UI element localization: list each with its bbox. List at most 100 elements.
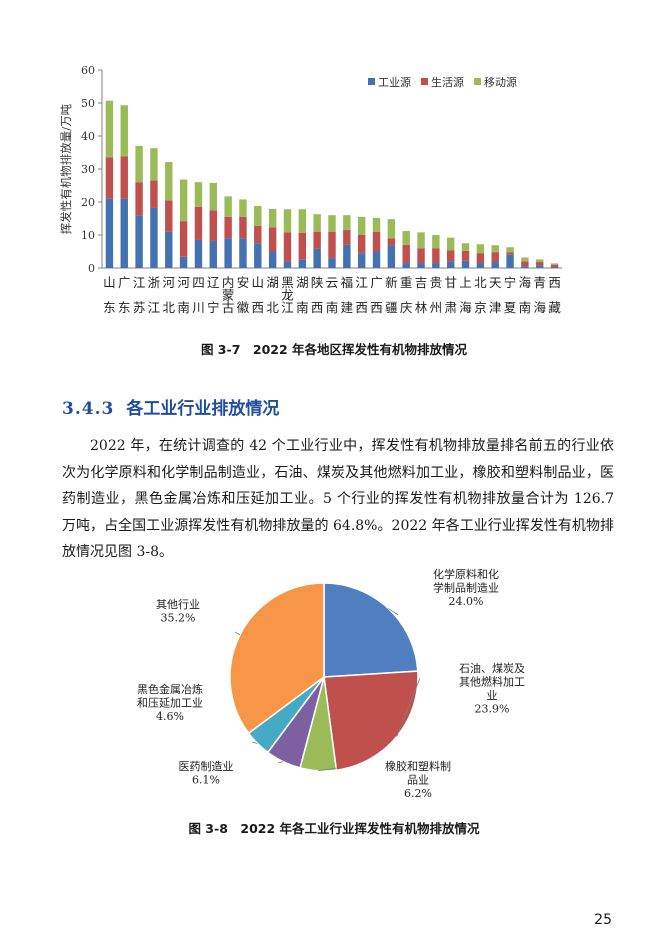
pie-label-3: 医药制造业 6.1% [179, 759, 234, 787]
bar-domestic-20 [402, 244, 410, 264]
bar-mobile-8 [224, 196, 232, 217]
bar-industrial-28 [521, 266, 529, 268]
pie-label-1: 石油、煤炭及其他燃料加工业 23.9% [459, 661, 525, 716]
bar-domestic-13 [298, 232, 307, 260]
bar-domestic-7 [209, 210, 217, 241]
x-tick-label: 新疆 [385, 275, 398, 315]
bar-domestic-27 [506, 252, 514, 255]
legend-label-1: 生活源 [431, 75, 464, 89]
bar-industrial-9 [239, 238, 247, 268]
legend-swatch-0 [368, 78, 375, 85]
legend-swatch-2 [474, 78, 481, 85]
bar-industrial-3 [150, 207, 158, 268]
bar-mobile-29 [536, 259, 544, 263]
x-tick-label: 山西 [252, 275, 265, 315]
pie-slice-1 [323, 670, 419, 772]
x-tick-label: 内蒙古 [222, 275, 235, 315]
x-tick-label: 四川 [192, 275, 205, 315]
bar-domestic-2 [135, 182, 143, 216]
bar-mobile-30 [550, 263, 559, 265]
x-tick-label: 广西 [370, 275, 383, 315]
bar-industrial-24 [461, 260, 470, 268]
bar-industrial-25 [476, 263, 485, 268]
bar-industrial-22 [432, 263, 440, 268]
bar-domestic-17 [357, 235, 366, 254]
bar-mobile-7 [209, 182, 217, 211]
bar-domestic-23 [447, 250, 455, 262]
bar-domestic-15 [328, 231, 336, 259]
bar-industrial-27 [506, 254, 514, 268]
pie-label-4: 黑色金属冶炼和压延加工业 4.6% [137, 682, 203, 723]
bar-industrial-4 [165, 231, 173, 268]
bar-mobile-13 [298, 209, 307, 233]
bar-industrial-5 [179, 256, 188, 268]
bar-mobile-20 [402, 231, 410, 245]
bar-mobile-17 [357, 216, 366, 235]
legend-swatch-1 [421, 78, 428, 85]
bar-mobile-21 [417, 232, 425, 249]
bar-mobile-5 [179, 179, 188, 222]
x-tick-label: 吉林 [415, 275, 428, 315]
bar-domestic-5 [179, 221, 188, 257]
pie-slice-0 [323, 582, 419, 678]
x-tick-label: 广东 [118, 275, 131, 315]
bar-domestic-19 [387, 238, 396, 246]
bar-mobile-24 [461, 243, 470, 251]
bar-domestic-22 [432, 248, 440, 264]
x-tick-label: 海南 [519, 275, 532, 315]
x-tick-label: 云南 [326, 275, 339, 315]
x-tick-label: 辽宁 [207, 275, 220, 315]
figure-3-8-caption: 图 3-8 2022 年各工业行业挥发性有机物排放情况 [188, 821, 480, 836]
x-tick-label: 天津 [489, 275, 502, 315]
x-tick-label: 江西 [355, 275, 368, 315]
bar-domestic-1 [120, 156, 128, 199]
x-tick-label: 青海 [533, 275, 546, 315]
bar-domestic-11 [268, 227, 277, 252]
bar-domestic-25 [476, 253, 485, 264]
page-number: 25 [594, 912, 612, 928]
bar-mobile-1 [120, 105, 128, 157]
y-tick-label: 0 [88, 262, 95, 275]
bar-domestic-9 [239, 216, 247, 239]
y-axis-title: 挥发性有机物排放量/万吨 [59, 103, 73, 234]
bar-mobile-16 [343, 215, 351, 231]
bar-mobile-27 [506, 247, 514, 253]
bar-domestic-26 [491, 252, 499, 263]
y-tick-label: 60 [81, 64, 95, 77]
y-tick-label: 20 [81, 196, 95, 209]
x-tick-label: 贵州 [430, 275, 443, 315]
bar-industrial-6 [194, 239, 203, 268]
y-tick-label: 40 [81, 130, 95, 143]
pie-chart-figure-3-8: 化学原料和化学制品制造业 24.0% 石油、煤炭及其他燃料加工业 23.9% 橡胶和塑料… [137, 567, 525, 800]
bar-domestic-29 [536, 262, 544, 266]
bar-industrial-10 [254, 243, 262, 268]
bar-industrial-15 [328, 258, 336, 268]
bar-domestic-12 [283, 232, 292, 262]
bar-industrial-11 [268, 251, 277, 268]
bar-domestic-30 [550, 264, 559, 268]
bar-industrial-8 [224, 238, 232, 268]
bar-mobile-11 [268, 208, 277, 228]
pie-leader-line-0 [388, 608, 399, 616]
body-paragraph: 2022 年，在统计调查的 42 个工业行业中，挥发性有机物排放量排名前五的行业… [62, 438, 614, 560]
x-tick-label: 河北 [163, 275, 176, 315]
pie-leader-line-1 [396, 677, 421, 737]
x-tick-label: 山东 [103, 275, 116, 315]
section-heading: 3.4.3 各工业行业排放情况 [62, 394, 279, 419]
bar-domestic-24 [461, 250, 470, 261]
bar-domestic-0 [105, 157, 114, 199]
y-tick-label: 50 [81, 97, 95, 110]
pie-label-5: 其他行业 35.2% [156, 598, 200, 625]
bar-mobile-22 [432, 235, 440, 249]
pie-label-0: 化学原料和化学制品制造业 24.0% [433, 567, 499, 608]
x-tick-label: 陕西 [311, 275, 324, 315]
bar-industrial-18 [372, 251, 381, 268]
bar-domestic-10 [254, 225, 262, 244]
bar-mobile-12 [283, 209, 292, 233]
bar-industrial-26 [491, 262, 499, 268]
bar-domestic-21 [417, 248, 425, 264]
bar-mobile-9 [239, 199, 247, 217]
pie-leader-line-4 [251, 741, 258, 744]
bar-industrial-14 [313, 248, 321, 268]
pie-slice-5 [229, 582, 325, 735]
